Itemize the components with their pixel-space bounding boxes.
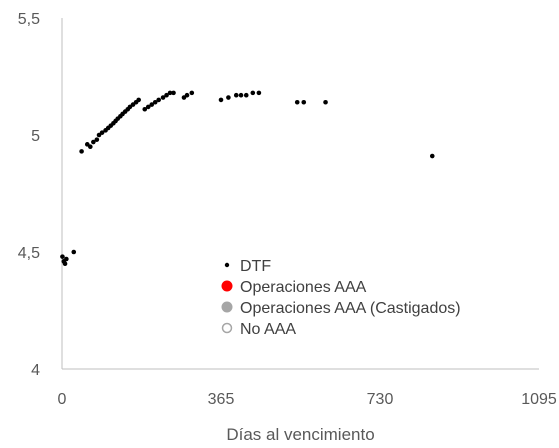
legend-marker <box>221 280 233 292</box>
data-point <box>233 92 239 98</box>
y-tick-label: 5,5 <box>18 11 40 28</box>
data-point <box>71 249 77 255</box>
data-point <box>184 92 190 98</box>
data-point <box>226 95 231 100</box>
data-point <box>429 153 435 159</box>
data-point <box>99 130 105 135</box>
data-point <box>189 90 195 96</box>
legend-label: Operaciones AAA <box>240 279 367 296</box>
x-axis-tick-labels: 0 365 730 1095 <box>58 391 557 408</box>
data-point <box>171 90 176 96</box>
data-point <box>94 137 100 142</box>
y-tick-label: 4,5 <box>18 245 40 262</box>
data-point <box>238 92 244 98</box>
data-point <box>164 92 169 98</box>
legend-marker <box>221 301 233 313</box>
data-point <box>64 256 69 262</box>
data-point <box>323 99 328 105</box>
data-point <box>149 102 155 107</box>
y-tick-label: 4 <box>31 362 40 379</box>
data-point <box>62 261 68 267</box>
x-tick-label: 0 <box>58 391 67 408</box>
data-point <box>243 92 249 98</box>
data-point <box>160 95 166 100</box>
legend-label: DTF <box>240 258 271 275</box>
y-tick-label: 5 <box>31 128 40 145</box>
data-points <box>60 90 435 267</box>
data-point <box>256 90 262 96</box>
data-point <box>136 97 141 103</box>
y-axis-tick-labels: 4 4,5 5 5,5 <box>18 11 40 379</box>
data-point <box>142 106 148 112</box>
data-point <box>91 139 96 145</box>
legend: DTF Operaciones AAA Operaciones AAA (Casti… <box>221 258 461 338</box>
legend-marker <box>224 262 230 268</box>
data-point <box>250 90 256 96</box>
x-tick-label: 1095 <box>521 391 557 408</box>
data-point <box>88 144 93 149</box>
data-point <box>145 104 151 110</box>
data-point <box>152 99 158 105</box>
data-point <box>294 99 300 105</box>
data-point <box>167 90 173 96</box>
x-tick-label: 730 <box>367 391 394 408</box>
legend-label: No AAA <box>240 321 296 338</box>
data-point <box>301 99 307 105</box>
data-point <box>156 97 162 103</box>
x-tick-label: 365 <box>208 391 235 408</box>
legend-marker <box>221 322 233 334</box>
data-point <box>79 149 84 154</box>
x-axis-title: Días al vencimiento <box>226 425 374 444</box>
data-point <box>60 254 65 259</box>
data-point <box>218 97 224 103</box>
legend-label: Operaciones AAA (Castigados) <box>240 300 461 317</box>
